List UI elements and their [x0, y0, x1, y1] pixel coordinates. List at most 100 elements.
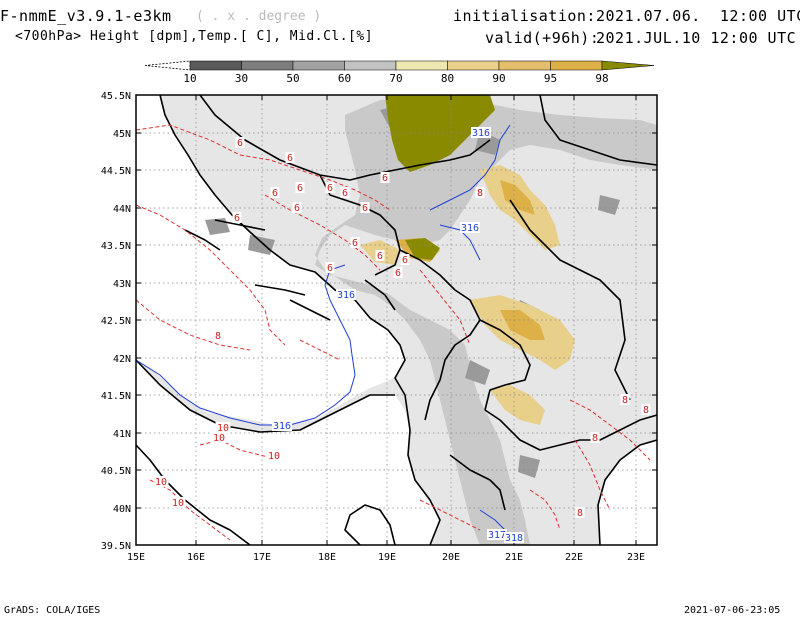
latitude-label: 40N [113, 504, 131, 515]
temp-label-bg [170, 497, 186, 508]
temp-label-bg [235, 137, 245, 148]
temperature-contour-label: 6 [272, 188, 278, 199]
temperature-contour-label: 6 [287, 153, 293, 164]
colorbar-label: 98 [595, 72, 608, 85]
aegean-sea [598, 440, 657, 545]
temp-label-bg [295, 182, 305, 193]
latitude-label: 39.5N [101, 541, 131, 552]
temperature-contour-label: 6 [237, 138, 243, 149]
height-label-bg [487, 529, 507, 540]
temperature-contour-label: 10 [213, 433, 225, 444]
model-units: ( . x . degree ) [196, 9, 322, 24]
colorbar-label: 50 [286, 72, 299, 85]
temperature-contour-label: 6 [377, 251, 383, 262]
temp-label-bg [360, 202, 370, 213]
valid-value: 2021.JUL.10 12:00 UTC [596, 29, 797, 47]
temperature-contour-label: 10 [268, 451, 280, 462]
height-label-bg [336, 289, 356, 300]
temperature-contour-label: 6 [234, 213, 240, 224]
height-label-bg [272, 420, 292, 431]
colorbar-label: 10 [183, 72, 196, 85]
longitude-label: 22E [565, 552, 583, 563]
temperature-contour-label: 6 [362, 203, 368, 214]
temperature-contour-label: 8 [622, 395, 628, 406]
temp-label-bg [393, 267, 403, 278]
temp-label-bg [620, 394, 630, 405]
temp-label-bg [285, 152, 295, 163]
longitude-label: 23E [627, 552, 645, 563]
temperature-contour-label: 6 [327, 263, 333, 274]
temp-label-bg [211, 432, 227, 443]
valid-label: valid(+96h): [485, 29, 600, 47]
temperature-contour-label: 8 [592, 433, 598, 444]
temp-label-bg [292, 202, 302, 213]
latitude-label: 41N [113, 429, 131, 440]
temperature-contour-label: 6 [297, 183, 303, 194]
longitude-labels: 15E 16E 17E 18E 19E 20E 21E 22E 23E [127, 552, 645, 563]
latitude-label: 43.5N [101, 241, 131, 252]
init-value: 2021.07.06. 12:00 UTC [596, 7, 800, 25]
temp-label-bg [590, 432, 600, 443]
colorbar-label: 30 [235, 72, 248, 85]
temperature-contour-label: 10 [172, 498, 184, 509]
height-label-bg [504, 532, 524, 543]
temperature-contour-label: 6 [352, 238, 358, 249]
temp-label-bg [380, 172, 390, 183]
temp-label-bg [340, 187, 350, 198]
height-contours [136, 124, 516, 541]
temperature-contour-label: 8 [477, 188, 483, 199]
latitude-label: 45.5N [101, 91, 131, 102]
temp-label-bg [153, 476, 169, 487]
temp-label-bg [641, 404, 651, 415]
temperature-contour-label: 6 [402, 255, 408, 266]
height-contour-label: 317 [488, 530, 506, 541]
latitude-label: 40.5N [101, 466, 131, 477]
variables-label: <700hPa> Height [dpm],Temp.[ C], Mid.Cl.… [15, 29, 374, 44]
latitude-label: 44.5N [101, 166, 131, 177]
colorbar-label: 95 [544, 72, 557, 85]
latitude-labels: 45.5N 45N 44.5N 44N 43.5N 43N 42.5N 42N 41.5N 41N… [101, 91, 131, 552]
latitude-label: 43N [113, 279, 131, 290]
temp-label-bg [575, 507, 585, 518]
latitude-label: 41.5N [101, 391, 131, 402]
temperature-contour-label: 8 [215, 331, 221, 342]
footer-timestamp: 2021-07-06-23:05 [684, 605, 781, 616]
temp-label-bg [400, 254, 410, 265]
latitude-label: 45N [113, 129, 131, 140]
temp-label-bg [325, 262, 335, 273]
height-contour-label: 316 [472, 128, 490, 139]
temperature-contour-label: 6 [395, 268, 401, 279]
ionian-sea [136, 360, 440, 545]
temperature-contour-label: 8 [577, 508, 583, 519]
temp-label-bg [475, 187, 485, 198]
temperature-contour-label: 10 [155, 477, 167, 488]
init-label: initialisation: [453, 7, 596, 25]
temperature-contour-label: 10 [217, 423, 229, 434]
temperature-contour-label: 6 [382, 173, 388, 184]
temperature-contour-label: 8 [643, 405, 649, 416]
colorbar-high-triangle [601, 60, 655, 71]
colorbar-label: 90 [492, 72, 505, 85]
temp-label-bg [270, 187, 280, 198]
height-label-bg [460, 222, 480, 233]
temp-label-bg [325, 182, 335, 193]
longitude-label: 21E [505, 552, 523, 563]
longitude-label: 15E [127, 552, 145, 563]
temp-label-bg [215, 422, 231, 433]
model-title: F-nmmE_v3.9.1-e3km [0, 7, 172, 25]
temp-label-bg [266, 450, 282, 461]
axis-ticks [135, 94, 657, 546]
longitude-label: 20E [442, 552, 460, 563]
temp-label-bg [350, 237, 360, 248]
height-contour-label: 318 [505, 533, 523, 544]
adriatic-sea [136, 95, 405, 425]
temperature-contour-label: 6 [327, 183, 333, 194]
temperature-contour-label: 6 [294, 203, 300, 214]
colorbar: 10 30 50 60 70 80 90 95 98 [144, 60, 655, 85]
height-contour-label: 316 [337, 290, 355, 301]
temperature-contour-label: 6 [342, 188, 348, 199]
longitude-label: 17E [253, 552, 271, 563]
